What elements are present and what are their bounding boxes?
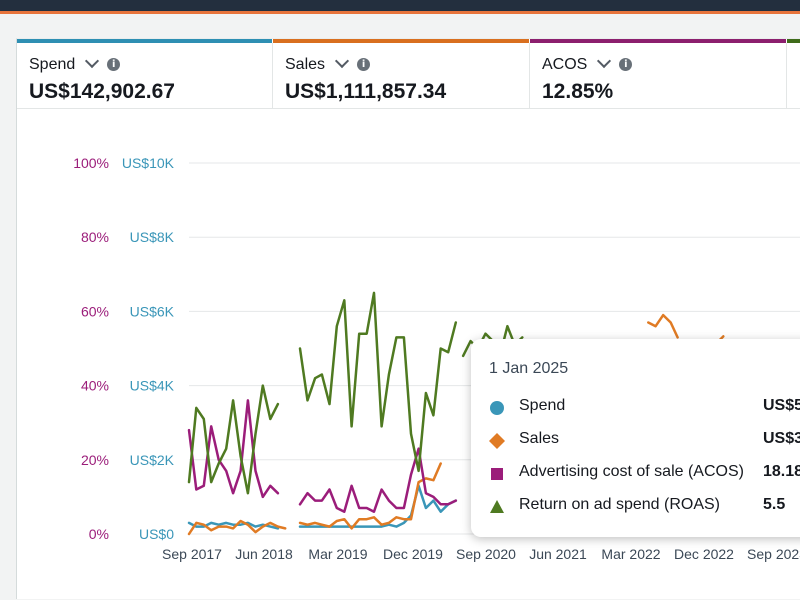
info-icon[interactable]: i (357, 57, 371, 71)
x-tick-label: Sep 2020 (456, 546, 516, 562)
y-tick-label-currency: US$8K (130, 229, 175, 245)
square-icon (491, 468, 503, 480)
series-line-acos (298, 447, 458, 513)
metric-sales-value: US$1,111,857.34 (285, 80, 447, 103)
tooltip-label: Return on ad spend (ROAS) (519, 496, 720, 513)
y-tick-label-percent: 60% (81, 303, 109, 319)
chart-tooltip: 1 Jan 2025 Spend US$5 Sales US$3 Adverti… (471, 339, 800, 537)
y-tick-label-currency: US$0 (139, 526, 174, 542)
tooltip-value: US$5 (763, 397, 800, 414)
tooltip-row-spend: Spend US$5 (489, 395, 800, 419)
series-line-acos (187, 399, 280, 499)
series-line-sales (647, 313, 679, 339)
y-tick-label-percent: 0% (89, 526, 109, 542)
series-acos (187, 399, 458, 513)
metric-sales-title: Sales (285, 56, 326, 73)
y-axis-percent-labels: 100% 80% 60% 40% 20% 0% (73, 155, 109, 542)
x-tick-label: Dec 2022 (674, 546, 734, 562)
tooltip-label: Advertising cost of sale (ACOS) (519, 463, 744, 480)
series-line-sales (298, 462, 442, 530)
x-tick-label: Dec 2019 (383, 546, 443, 562)
tooltip-value: US$3 (763, 430, 800, 447)
x-tick-label: Jun 2018 (235, 546, 293, 562)
metric-divider (529, 43, 530, 108)
metric-divider (272, 43, 273, 108)
y-tick-label-currency: US$10K (122, 155, 175, 171)
metrics-row: Spend i US$142,902.67 Sales i US$1,111,857… (17, 39, 800, 109)
metric-spend-value: US$142,902.67 (29, 80, 175, 103)
circle-icon (490, 401, 504, 415)
metric-spend-selector[interactable]: Spend i (29, 53, 121, 74)
x-tick-label: Mar 2019 (308, 546, 367, 562)
metric-acos-title: ACOS (542, 56, 588, 73)
y-tick-label-currency: US$4K (130, 378, 175, 394)
y-axis-currency-labels: US$10K US$8K US$6K US$4K US$2K US$0 (122, 155, 175, 542)
series-line-roas (187, 384, 280, 495)
tooltip-label: Spend (519, 397, 566, 414)
metric-sales-selector[interactable]: Sales i (285, 53, 371, 74)
x-tick-label: Sep 2023 (747, 546, 800, 562)
y-tick-label-percent: 100% (73, 155, 109, 171)
triangle-icon (490, 500, 504, 513)
y-tick-label-currency: US$2K (130, 452, 175, 468)
x-axis-labels: Sep 2017 Jun 2018 Mar 2019 Dec 2019 Sep 2020… (162, 546, 800, 562)
top-navigation-bar (0, 0, 800, 11)
series-line-sales (187, 519, 287, 536)
tooltip-row-roas: Return on ad spend (ROAS) 5.5 (489, 494, 800, 518)
metric-card-acos[interactable]: ACOS i 12.85% (530, 39, 786, 108)
series-line-spend (187, 521, 280, 530)
x-tick-label: Mar 2022 (601, 546, 660, 562)
tooltip-label: Sales (519, 430, 560, 447)
tooltip-value: 18.18 (763, 463, 800, 480)
tooltip-date: 1 Jan 2025 (489, 360, 569, 377)
metric-divider (786, 43, 787, 108)
metric-card-spend[interactable]: Spend i US$142,902.67 (17, 39, 272, 108)
tooltip-value: 5.5 (763, 496, 786, 513)
metric-card-sales[interactable]: Sales i US$1,111,857.34 (273, 39, 529, 108)
metric-spend-title: Spend (29, 56, 76, 73)
y-tick-label-percent: 80% (81, 229, 109, 245)
info-icon[interactable]: i (107, 57, 121, 71)
x-tick-label: Sep 2017 (162, 546, 222, 562)
diamond-icon (489, 433, 505, 449)
series-sales (187, 313, 725, 536)
x-tick-label: Jun 2021 (529, 546, 587, 562)
metric-card-roas[interactable] (787, 39, 800, 108)
y-tick-label-currency: US$6K (130, 303, 175, 319)
tooltip-row-sales: Sales US$3 (489, 428, 800, 452)
series-line-roas (298, 291, 458, 473)
info-icon[interactable]: i (619, 57, 633, 71)
top-accent-stripe (0, 11, 800, 14)
tooltip-row-acos: Advertising cost of sale (ACOS) 18.18 (489, 461, 800, 485)
y-tick-label-percent: 20% (81, 452, 109, 468)
metric-acos-value: 12.85% (542, 80, 614, 103)
y-tick-label-percent: 40% (81, 378, 109, 394)
metric-acos-selector[interactable]: ACOS i (542, 53, 633, 74)
